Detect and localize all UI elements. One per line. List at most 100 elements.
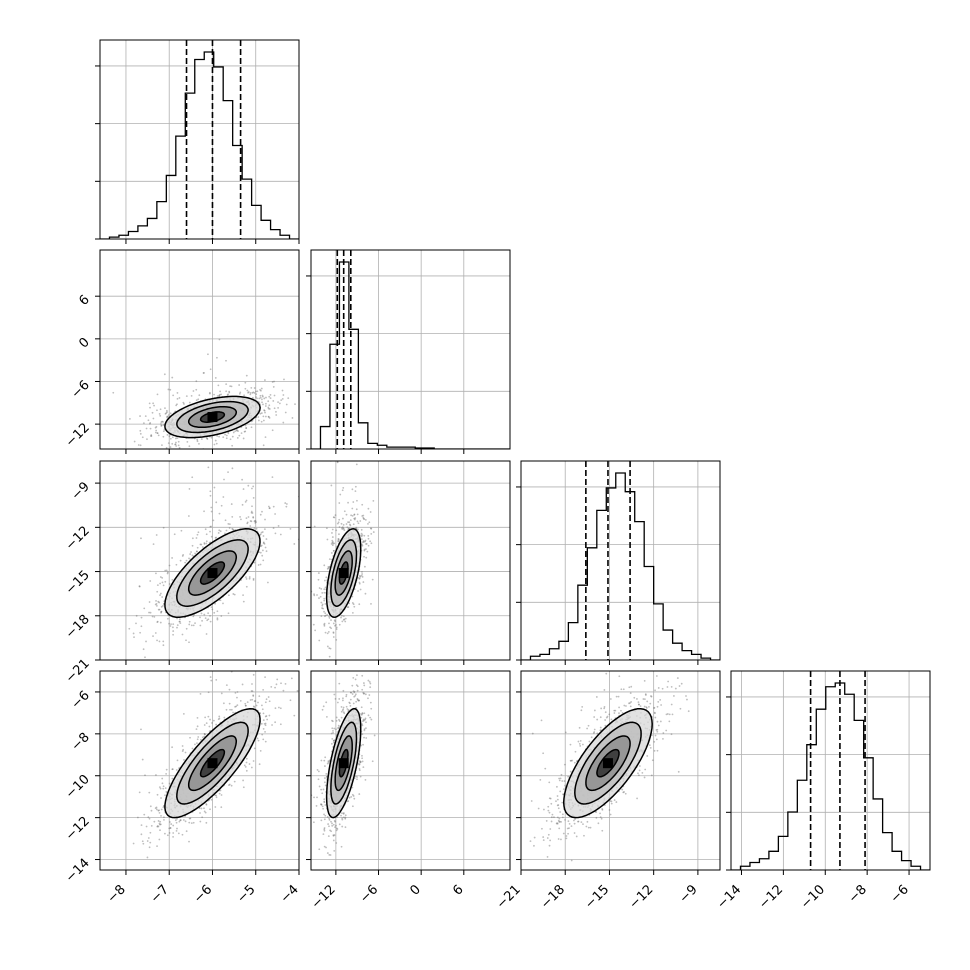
scatter-point (355, 604, 357, 606)
scatter-point (175, 563, 178, 566)
scatter-point (341, 709, 344, 712)
scatter-point (160, 424, 163, 427)
scatter-point (188, 488, 191, 490)
scatter-point (361, 712, 364, 715)
scatter-point (199, 820, 202, 823)
scatter-point (310, 873, 312, 875)
scatter-point (170, 823, 173, 825)
scatter-point (270, 685, 273, 688)
scatter-point (275, 683, 278, 686)
scatter-point (318, 587, 321, 589)
scatter-point (153, 404, 155, 407)
scatter-point (171, 578, 174, 581)
scatter-point (206, 438, 209, 440)
scatter-point (334, 820, 337, 823)
scatter-point (355, 707, 358, 709)
scatter-point (363, 518, 366, 521)
scatter-point (359, 760, 361, 762)
scatter-point (349, 702, 351, 705)
scatter-point (156, 620, 159, 623)
scatter-point (338, 623, 341, 626)
scatter-point (345, 693, 348, 696)
scatter-point (562, 793, 565, 796)
scatter-point (287, 397, 290, 400)
scatter-point (321, 708, 324, 711)
scatter-point (347, 527, 350, 530)
scatter-point (235, 705, 238, 708)
scatter-point (367, 602, 369, 604)
y-tick-label: −6 (69, 378, 93, 402)
scatter-point (293, 714, 296, 717)
scatter-point (556, 798, 559, 801)
scatter-point (358, 769, 361, 772)
scatter-point (313, 525, 316, 528)
scatter-point (166, 571, 169, 574)
scatter-point (222, 602, 224, 605)
scatter-point (341, 517, 344, 520)
scatter-point (156, 793, 159, 796)
scatter-point (359, 775, 362, 778)
scatter-point (325, 576, 328, 579)
scatter-point (231, 516, 234, 518)
scatter-point (318, 785, 321, 788)
scatter-point (293, 543, 296, 545)
scatter-point (319, 595, 322, 598)
scatter-point (210, 510, 213, 513)
scatter-point (198, 807, 201, 809)
scatter-point (290, 677, 293, 680)
scatter-point (332, 741, 335, 744)
scatter-point (251, 690, 254, 692)
scatter-point (334, 697, 337, 700)
scatter-point (332, 541, 334, 543)
scatter-point (199, 624, 202, 627)
scatter-point (244, 501, 247, 503)
scatter-point (353, 695, 356, 698)
scatter-point (263, 723, 266, 725)
scatter-point (340, 706, 343, 708)
scatter-point (220, 692, 223, 695)
scatter-point (250, 766, 253, 769)
scatter-point (162, 644, 165, 647)
scatter-point (268, 395, 271, 398)
scatter-point (229, 708, 231, 711)
density-peak (338, 758, 349, 769)
scatter-point (158, 809, 160, 812)
scatter-point (166, 834, 169, 837)
scatter-point (360, 713, 363, 716)
scatter-point (167, 415, 169, 418)
scatter-point (342, 663, 344, 665)
scatter-point (226, 453, 228, 455)
scatter-point (223, 652, 225, 654)
scatter-point (560, 821, 563, 823)
scatter-point (332, 823, 335, 826)
scatter-point (328, 622, 330, 625)
scatter-point (264, 415, 267, 418)
scatter-point (159, 823, 162, 826)
scatter-point (225, 653, 227, 655)
scatter-point (260, 387, 263, 390)
scatter-point (329, 829, 331, 832)
scatter-point (351, 507, 354, 510)
scatter-point (268, 507, 271, 509)
scatter-point (251, 698, 254, 701)
scatter-point (128, 418, 131, 420)
scatter-point (178, 620, 181, 623)
scatter-point (334, 620, 337, 623)
scatter-point (171, 436, 174, 439)
scatter-point (338, 718, 340, 721)
scatter-point (252, 497, 255, 499)
scatter-point (140, 616, 143, 619)
scatter-point (179, 819, 182, 821)
scatter-point (156, 639, 158, 642)
scatter-point (324, 612, 327, 615)
scatter-point (178, 820, 181, 823)
scatter-point (363, 736, 365, 739)
scatter-point (232, 528, 234, 531)
scatter-point (204, 617, 207, 620)
scatter-point (326, 762, 329, 765)
scatter-point (550, 816, 553, 819)
scatter-point (207, 612, 210, 615)
scatter-point (277, 525, 280, 527)
scatter-point (176, 827, 178, 830)
scatter-point (140, 625, 143, 628)
